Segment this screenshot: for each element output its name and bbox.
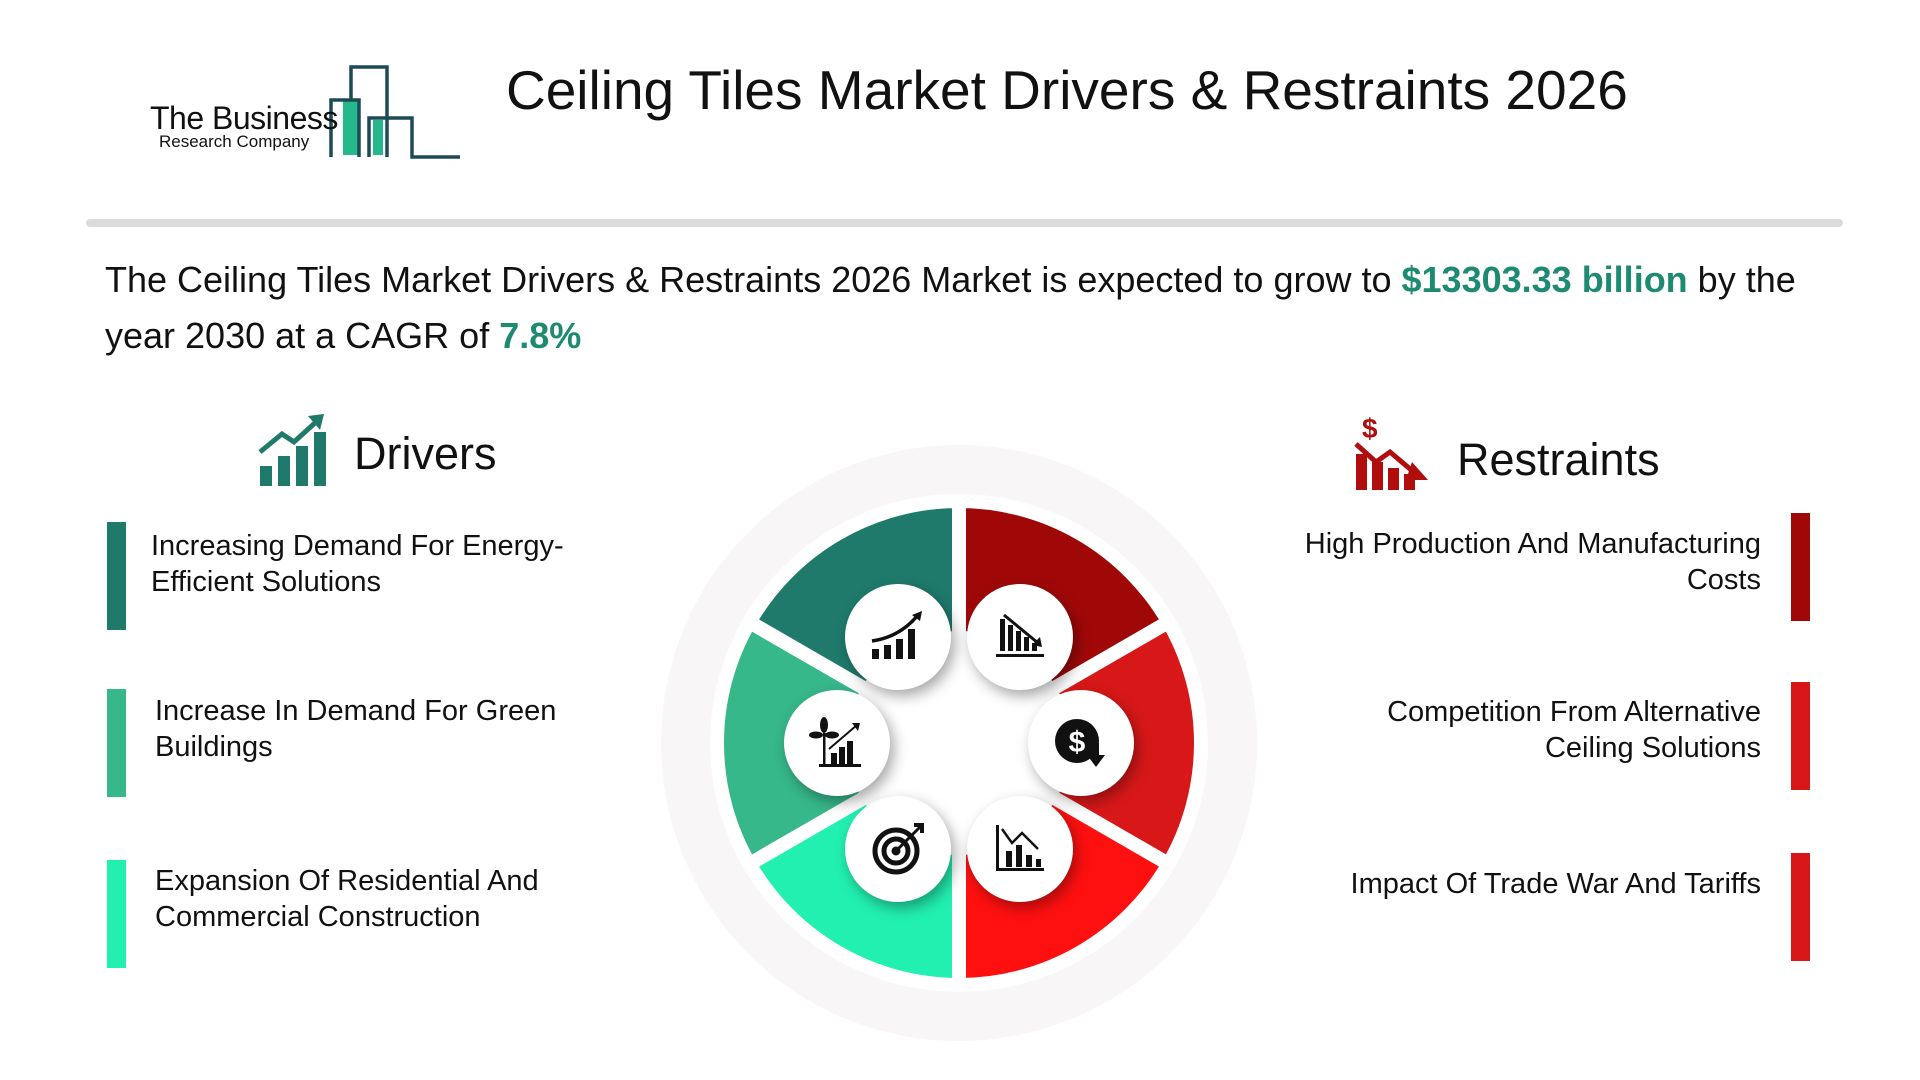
restraint-item-2: Competition From Alternative Ceiling Sol… xyxy=(1387,696,1761,764)
growth-chart-icon xyxy=(845,584,951,691)
driver-item-2: Increase In Demand For Green Buildings xyxy=(155,695,557,763)
restraint-item-1: High Production And Manufacturing Costs xyxy=(1304,528,1761,596)
cagr-value: 7.8% xyxy=(499,315,582,356)
drivers-restraints-wheel xyxy=(661,445,1257,1041)
svg-text:$: $ xyxy=(1069,726,1086,759)
drivers-heading: Drivers xyxy=(354,428,497,479)
divider xyxy=(86,219,1843,227)
page-title: Ceiling Tiles Market Drivers & Restraint… xyxy=(506,59,1628,121)
summary-middle: by the year 2030 at a CAGR of xyxy=(105,259,1796,356)
drivers-growth-icon xyxy=(258,414,326,486)
restraints-heading: Restraints xyxy=(1457,434,1660,485)
restraint-3-bar xyxy=(1791,853,1810,961)
dollar-down-icon: $ xyxy=(1028,690,1134,796)
bar-chart-decline-icon xyxy=(967,584,1073,691)
market-value: $13303.33 billion xyxy=(1401,259,1688,300)
market-summary: The Ceiling Tiles Market Drivers & Restr… xyxy=(105,252,1855,364)
logo-subtext: Research Company xyxy=(159,132,310,151)
logo-text: The Business xyxy=(150,100,338,136)
driver-1-bar xyxy=(107,522,126,630)
summary-prefix: The Ceiling Tiles Market Drivers & Restr… xyxy=(105,259,1402,300)
restraint-item-3: Impact Of Trade War And Tariffs xyxy=(1350,868,1761,900)
svg-text:$: $ xyxy=(1362,414,1378,444)
target-icon xyxy=(845,795,951,902)
restraint-2-bar xyxy=(1791,682,1810,790)
driver-item-1: Increasing Demand For Energy-Efficient S… xyxy=(151,530,564,598)
logo-buildings-icon xyxy=(329,65,460,159)
plant-growth-chart-icon xyxy=(784,690,890,796)
driver-3-bar xyxy=(107,860,126,968)
chart-decrease-icon xyxy=(967,795,1073,902)
restraints-decline-icon: $ xyxy=(1354,414,1428,490)
driver-item-3: Expansion Of Residential And Commercial … xyxy=(155,865,539,933)
restraint-1-bar xyxy=(1791,513,1810,621)
company-logo: The Business Research Company xyxy=(147,62,467,162)
driver-2-bar xyxy=(107,689,126,797)
